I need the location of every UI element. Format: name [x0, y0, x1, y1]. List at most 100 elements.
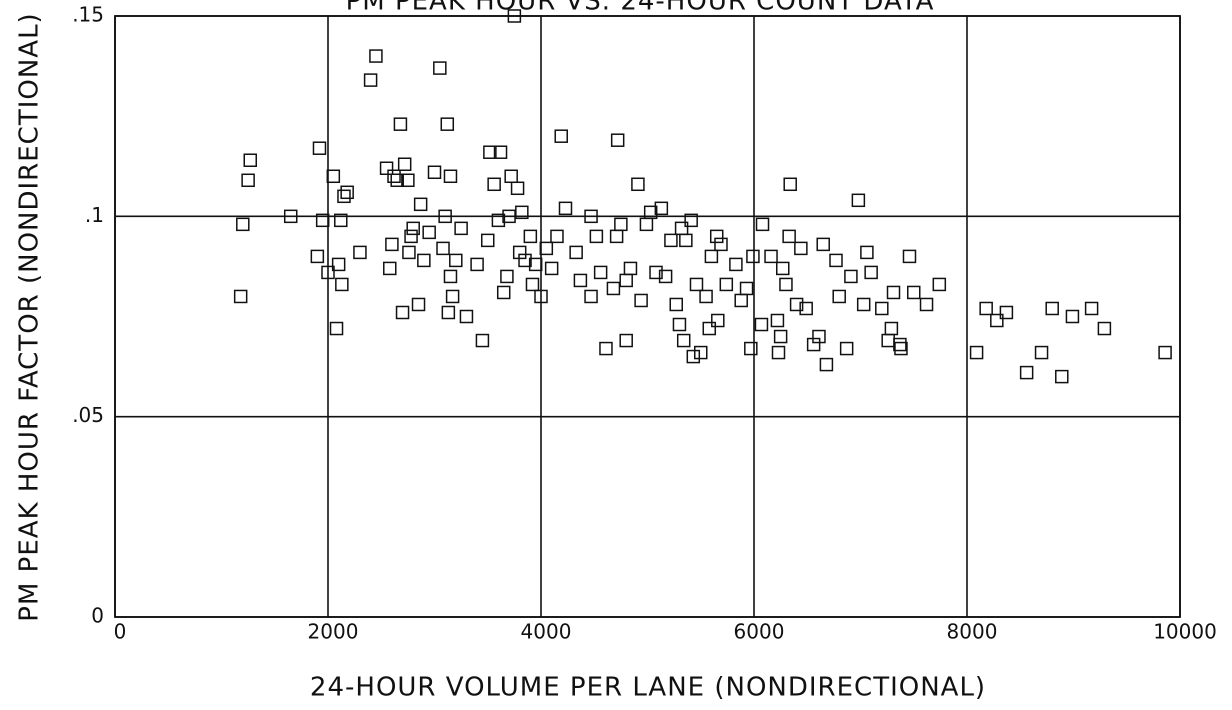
- data-point: [764, 249, 778, 264]
- data-point: [483, 145, 497, 159]
- data-point: [441, 305, 456, 320]
- data-point: [719, 277, 734, 292]
- data-point: [369, 49, 383, 63]
- data-point: [243, 153, 258, 167]
- data-point: [902, 249, 917, 264]
- data-point: [404, 229, 418, 244]
- data-point: [779, 277, 793, 292]
- data-point: [334, 213, 348, 228]
- data-point: [614, 217, 628, 232]
- data-point: [919, 297, 934, 312]
- data-point: [493, 145, 508, 159]
- data-point: [739, 281, 754, 296]
- data-point: [515, 205, 529, 220]
- data-point: [283, 209, 298, 224]
- data-point: [856, 297, 871, 312]
- data-point: [643, 205, 658, 220]
- data-point: [990, 313, 1004, 328]
- data-point: [654, 201, 669, 216]
- data-point: [694, 345, 708, 360]
- y-tick-label: .15: [72, 3, 104, 27]
- data-point: [1097, 321, 1112, 336]
- data-point: [385, 237, 399, 252]
- data-point: [812, 329, 826, 344]
- data-point: [335, 277, 349, 292]
- data-point: [379, 161, 394, 176]
- data-point: [609, 229, 624, 244]
- data-point: [746, 249, 760, 264]
- data-point: [321, 265, 335, 280]
- data-point: [816, 237, 830, 252]
- data-point: [534, 289, 548, 304]
- data-point: [689, 277, 704, 292]
- data-point: [672, 317, 687, 332]
- data-point: [554, 129, 568, 143]
- data-point: [390, 173, 404, 188]
- data-point: [1055, 369, 1069, 384]
- data-point: [639, 217, 654, 232]
- x-tick-label: 0: [114, 620, 127, 644]
- data-point: [593, 265, 608, 280]
- data-point: [481, 233, 495, 248]
- data-point: [417, 253, 431, 268]
- x-tick-label: 8000: [947, 620, 998, 644]
- data-point: [773, 329, 788, 344]
- data-point: [875, 301, 889, 316]
- data-point: [337, 189, 351, 204]
- data-point: [445, 289, 460, 304]
- data-point: [782, 229, 796, 244]
- data-point: [932, 277, 947, 292]
- data-point: [507, 9, 522, 23]
- data-point: [584, 209, 598, 224]
- data-point: [454, 221, 468, 236]
- data-point: [799, 301, 813, 316]
- data-point: [413, 197, 428, 212]
- data-point: [443, 169, 458, 184]
- data-point: [893, 337, 907, 352]
- data-point: [436, 241, 450, 256]
- data-point: [1065, 309, 1080, 324]
- data-point: [470, 257, 484, 272]
- data-point: [502, 209, 516, 224]
- data-point: [709, 229, 724, 244]
- chart-title: PM PEAK HOUR VS. 24-HOUR COUNT DATA: [346, 0, 935, 17]
- data-point: [658, 269, 673, 284]
- data-point: [539, 241, 554, 256]
- data-point: [383, 261, 397, 276]
- data-point: [755, 217, 770, 232]
- data-point: [411, 297, 426, 312]
- data-point: [443, 269, 458, 284]
- data-point: [776, 261, 790, 276]
- data-point: [894, 341, 908, 356]
- data-point: [402, 245, 416, 260]
- y-tick-label: .05: [72, 403, 104, 427]
- x-axis-title: 24-HOUR VOLUME PER LANE (NONDIRECTIONAL): [310, 673, 986, 703]
- data-point: [569, 245, 583, 260]
- data-point: [783, 177, 797, 192]
- data-point: [714, 237, 728, 252]
- data-point: [329, 321, 344, 336]
- data-point: [754, 317, 769, 332]
- data-point: [623, 261, 638, 276]
- data-point: [393, 117, 408, 131]
- data-point: [353, 245, 367, 260]
- data-point: [699, 289, 713, 304]
- y-tick-label: .1: [85, 203, 104, 227]
- data-point: [525, 277, 540, 292]
- data-point: [440, 117, 455, 131]
- data-point: [649, 265, 663, 280]
- data-point: [979, 301, 993, 316]
- data-point: [550, 229, 564, 244]
- data-point: [395, 305, 410, 320]
- data-point: [427, 165, 442, 180]
- y-tick-label: 0: [91, 604, 104, 628]
- data-point: [500, 269, 514, 284]
- data-point: [312, 141, 327, 155]
- data-point: [406, 221, 420, 236]
- data-point: [884, 321, 899, 336]
- data-point: [504, 169, 518, 184]
- data-point: [510, 181, 525, 196]
- data-point: [704, 249, 719, 264]
